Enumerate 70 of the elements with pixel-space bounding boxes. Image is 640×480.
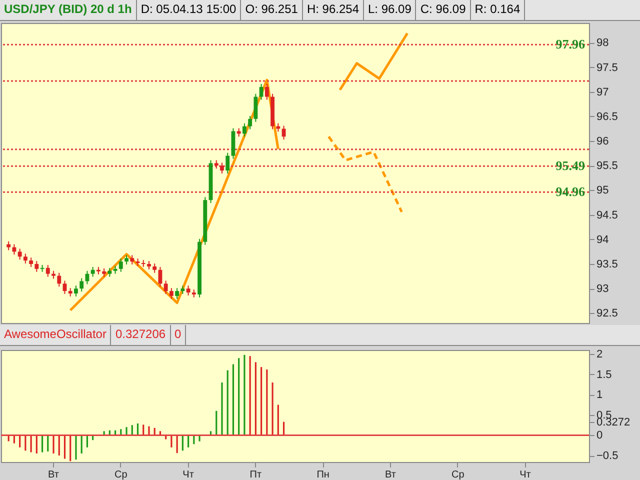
candlestick xyxy=(46,264,50,278)
text: 0 xyxy=(170,325,186,345)
candlestick xyxy=(259,83,264,100)
candlestick xyxy=(130,254,134,265)
candlestick xyxy=(23,253,28,264)
candlestick xyxy=(152,262,157,274)
candlestick xyxy=(29,257,34,268)
candlestick xyxy=(18,248,22,260)
text: C: 96.09 xyxy=(416,0,471,20)
y-tick-label: 97.5 xyxy=(596,62,618,74)
candlestick xyxy=(248,115,252,130)
candlestick xyxy=(85,270,90,285)
candlestick xyxy=(220,162,224,174)
y-tick-label: 93.5 xyxy=(596,258,618,270)
text: D: 05.04.13 15:00 xyxy=(136,0,242,20)
ref-line-label: 97.96 xyxy=(556,36,586,52)
y-tick-label: 95.5 xyxy=(596,160,618,172)
y-tick-label: 98 xyxy=(596,37,609,50)
y-tick-label: 96 xyxy=(596,136,609,148)
line-series xyxy=(327,135,403,214)
candlestick xyxy=(254,93,258,122)
candlestick xyxy=(90,266,95,278)
candlestick xyxy=(57,272,62,288)
candlestick xyxy=(124,254,128,265)
y-tick-label: 1 xyxy=(596,389,603,402)
y-tick-label: 92.5 xyxy=(596,308,618,320)
y-tick-label: −0.5 xyxy=(596,450,618,462)
x-tick-label: Ср xyxy=(451,470,465,480)
x-tick-label: Чт xyxy=(520,470,532,480)
candlestick xyxy=(226,152,230,174)
text: 0.327206 xyxy=(111,325,171,345)
chart-title: AwesomeOscillator xyxy=(0,325,112,345)
candlestick xyxy=(186,285,190,296)
candlestick xyxy=(169,288,174,300)
text: O: 96.251 xyxy=(241,0,303,20)
chart-title: USD/JPY (BID) 20 d 1h xyxy=(0,0,137,20)
candlestick xyxy=(282,125,286,140)
ref-line-label: 95.49 xyxy=(556,158,586,174)
y-tick-label: 95 xyxy=(596,184,609,197)
y-tick-label: 94 xyxy=(596,234,609,246)
candlestick xyxy=(12,244,16,256)
line-series xyxy=(338,32,409,92)
candlestick xyxy=(80,278,84,292)
x-tick-label: Пн xyxy=(316,470,330,480)
y-tick-label: 1.5 xyxy=(596,368,612,381)
text: R: 0.164 xyxy=(470,0,526,20)
x-tick-label: Чт xyxy=(182,470,194,480)
candlestick xyxy=(158,266,162,288)
y-tick-label: 94.5 xyxy=(596,209,618,222)
candlestick xyxy=(264,83,269,100)
x-tick-label: Вт xyxy=(48,470,60,480)
x-tick-label: Ср xyxy=(114,470,128,480)
y-tick-label: 97 xyxy=(596,86,609,98)
x-tick-label: Вт xyxy=(385,470,396,480)
candlestick xyxy=(175,288,180,300)
x-tick-label: Пт xyxy=(250,470,262,480)
ref-line-label: 94.96 xyxy=(556,184,586,200)
candlestick xyxy=(34,260,39,272)
text: H: 96.254 xyxy=(302,0,364,20)
y-tick-label: 93 xyxy=(596,283,609,296)
candlestick xyxy=(164,280,168,294)
candlestick xyxy=(74,285,78,297)
y-tick-label: 0.3272 xyxy=(596,416,630,428)
y-tick-label: 0 xyxy=(596,430,603,442)
candlestick xyxy=(62,280,67,294)
y-tick-label: 2 xyxy=(596,348,603,361)
candlestick xyxy=(118,258,123,272)
candlestick xyxy=(242,122,246,138)
y-tick-label: 96.5 xyxy=(596,110,618,123)
text: L: 96.09 xyxy=(364,0,416,20)
